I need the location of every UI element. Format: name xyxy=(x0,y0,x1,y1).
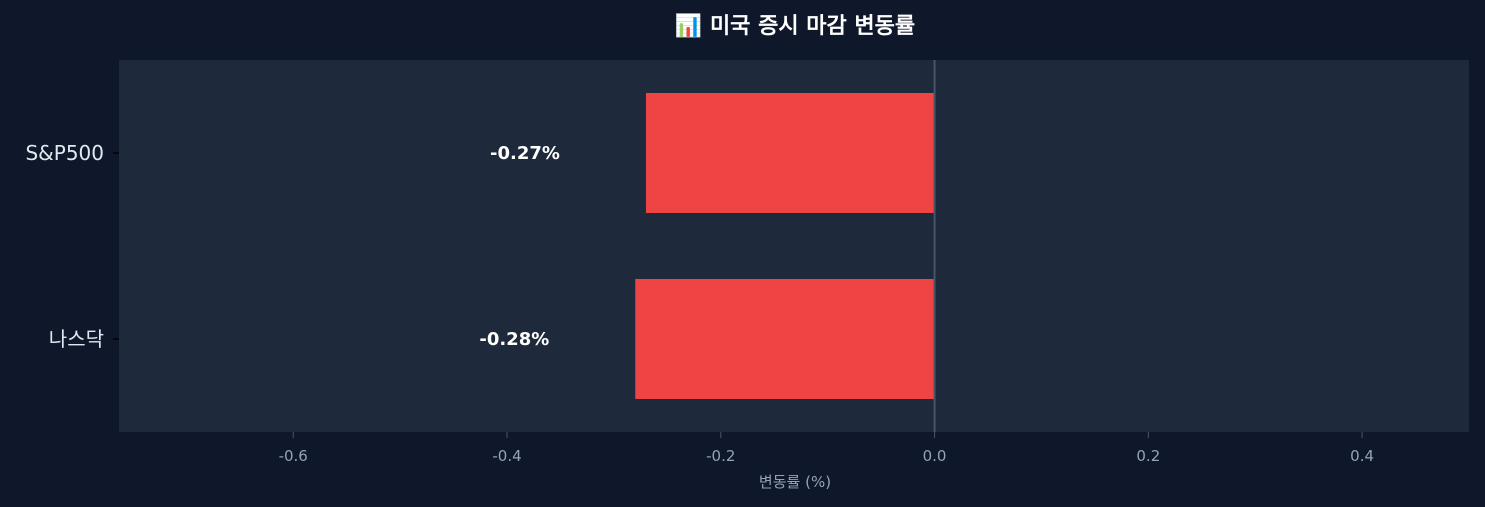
x-tick-label: 0.0 xyxy=(923,447,947,465)
bar xyxy=(645,93,935,213)
y-tick-label: S&P500 xyxy=(25,141,104,165)
x-tick-label: -0.2 xyxy=(706,447,735,465)
bar xyxy=(635,279,935,399)
x-tick-label: 0.4 xyxy=(1350,447,1374,465)
bar-data-label: -0.27% xyxy=(490,143,560,164)
x-tick-label: 0.2 xyxy=(1136,447,1160,465)
chart-title: 📊 미국 증시 마감 변동률 xyxy=(675,13,915,39)
x-axis-label: 변동률 (%) xyxy=(759,473,831,491)
x-tick-label: -0.6 xyxy=(279,447,308,465)
y-tick-label: 나스닥 xyxy=(49,327,104,351)
x-tick-label: -0.4 xyxy=(492,447,521,465)
bar-data-label: -0.28% xyxy=(479,329,549,350)
